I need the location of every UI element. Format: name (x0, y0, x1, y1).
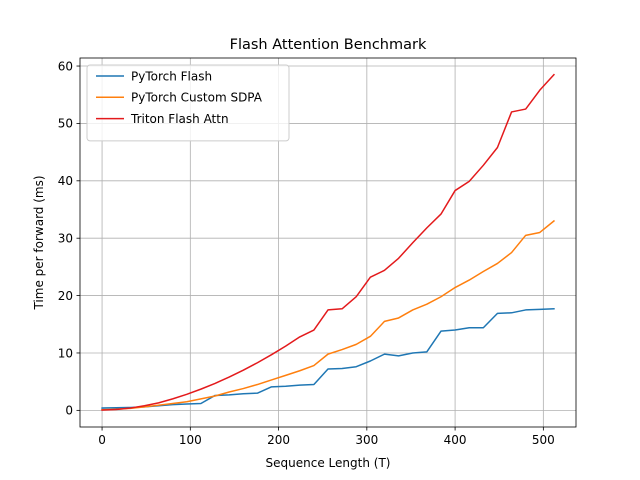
y-tick-label: 10 (58, 346, 73, 360)
x-tick-label: 300 (355, 433, 378, 447)
x-tick-label: 100 (179, 433, 202, 447)
legend: PyTorch Flash PyTorch Custom SDPA Triton F… (86, 64, 290, 142)
legend-box (86, 64, 290, 142)
x-axis-title: Sequence Length (T) (266, 456, 391, 470)
y-tick-label: 30 (58, 231, 73, 245)
y-tick-label: 0 (65, 404, 73, 418)
series-lines (101, 73, 555, 411)
y-axis-title: Time per forward (ms) (32, 175, 46, 310)
series-line-pytorch-custom-sdpa (101, 219, 555, 411)
legend-label: Triton Flash Attn (130, 112, 229, 126)
y-tick-label: 40 (58, 174, 73, 188)
x-tick-label: 400 (444, 433, 467, 447)
axis-ticks: 0 100 200 300 400 500 0 10 20 30 40 50 60 (58, 59, 555, 447)
y-tick-label: 50 (58, 117, 73, 131)
x-tick-label: 0 (98, 433, 106, 447)
plot-frame (79, 57, 577, 428)
y-tick-label: 60 (58, 59, 73, 73)
x-tick-label: 500 (532, 433, 555, 447)
series-line-pytorch-flash (101, 307, 555, 409)
legend-label: PyTorch Flash (131, 69, 212, 83)
y-tick-label: 20 (58, 289, 73, 303)
x-tick-label: 200 (267, 433, 290, 447)
legend-label: PyTorch Custom SDPA (131, 91, 263, 105)
series-line-triton-flash-attn (101, 73, 555, 411)
chart-title: Flash Attention Benchmark (230, 37, 427, 53)
